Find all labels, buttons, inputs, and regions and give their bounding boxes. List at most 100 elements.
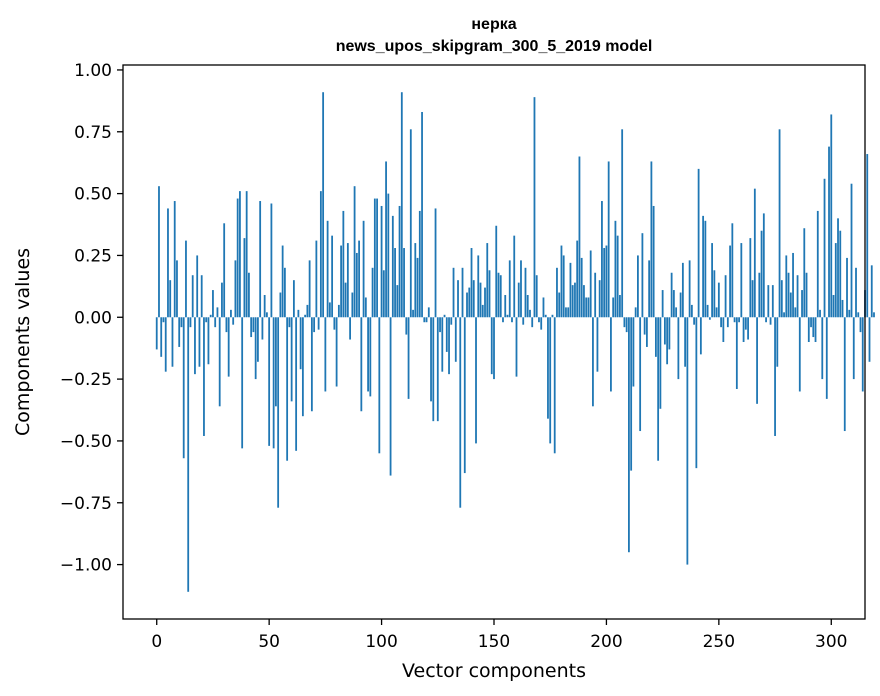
bar-216 bbox=[641, 233, 644, 318]
bar-52 bbox=[272, 317, 275, 449]
bar-150 bbox=[493, 317, 495, 380]
bar-184 bbox=[569, 262, 572, 318]
bar-222 bbox=[654, 317, 657, 357]
bar-197 bbox=[598, 280, 601, 318]
bar-89 bbox=[355, 252, 358, 318]
bar-276 bbox=[776, 317, 779, 367]
bar-16 bbox=[191, 275, 194, 318]
bar-127 bbox=[441, 317, 444, 372]
bar-37 bbox=[239, 191, 241, 318]
bar-238 bbox=[690, 304, 693, 318]
y-tick-label: 0.75 bbox=[74, 123, 112, 143]
bar-10 bbox=[178, 317, 181, 347]
bar-24 bbox=[209, 314, 212, 318]
x-tick-label: 150 bbox=[478, 632, 510, 652]
bar-299 bbox=[828, 146, 830, 318]
bar-83 bbox=[342, 210, 345, 318]
bar-133 bbox=[454, 317, 457, 362]
bar-190 bbox=[583, 285, 585, 318]
bar-138 bbox=[466, 292, 468, 318]
bar-81 bbox=[337, 304, 340, 318]
bar-173 bbox=[544, 314, 547, 318]
bar-5 bbox=[167, 208, 169, 318]
bar-115 bbox=[414, 243, 417, 318]
bar-131 bbox=[450, 317, 453, 325]
bar-116 bbox=[416, 257, 419, 318]
bar-220 bbox=[650, 161, 653, 318]
bar-232 bbox=[677, 317, 680, 380]
bar-317 bbox=[868, 317, 871, 362]
y-tick-label: 1.00 bbox=[74, 61, 112, 81]
bar-300 bbox=[830, 114, 833, 318]
bar-119 bbox=[423, 317, 426, 323]
bar-262 bbox=[744, 317, 747, 330]
bar-269 bbox=[760, 230, 763, 318]
bar-235 bbox=[684, 317, 687, 367]
bar-12 bbox=[182, 317, 185, 459]
bar-185 bbox=[571, 285, 574, 318]
bar-78 bbox=[331, 235, 334, 318]
chart-title-model: news_upos_skipgram_300_5_2019 model bbox=[336, 38, 653, 55]
bar-285 bbox=[796, 275, 799, 318]
bar-106 bbox=[394, 248, 396, 318]
bar-287 bbox=[801, 290, 803, 318]
bar-8 bbox=[173, 201, 176, 318]
bar-274 bbox=[771, 285, 774, 318]
bar-99 bbox=[378, 317, 381, 454]
bar-35 bbox=[234, 260, 237, 318]
bar-292 bbox=[812, 317, 815, 338]
bar-142 bbox=[475, 317, 477, 444]
bar-124 bbox=[434, 208, 437, 318]
bar-211 bbox=[630, 317, 633, 471]
y-axis-label: Components values bbox=[12, 248, 34, 436]
bar-45 bbox=[257, 317, 259, 362]
bar-171 bbox=[540, 317, 543, 330]
bar-25 bbox=[212, 290, 214, 318]
bar-120 bbox=[425, 317, 428, 323]
bar-283 bbox=[792, 252, 794, 318]
bar-309 bbox=[850, 183, 853, 318]
bar-248 bbox=[713, 270, 716, 318]
bar-4 bbox=[164, 317, 167, 372]
bar-43 bbox=[252, 317, 255, 333]
bar-213 bbox=[634, 307, 637, 318]
bar-214 bbox=[637, 255, 639, 318]
bar-237 bbox=[688, 260, 691, 318]
bar-282 bbox=[789, 292, 792, 318]
bar-80 bbox=[335, 317, 338, 387]
bar-205 bbox=[616, 235, 619, 318]
bar-0 bbox=[155, 317, 158, 350]
bar-219 bbox=[648, 260, 651, 318]
bar-233 bbox=[679, 292, 682, 318]
bar-32 bbox=[227, 317, 230, 377]
bar-180 bbox=[560, 245, 563, 318]
bar-88 bbox=[353, 186, 356, 318]
bar-215 bbox=[639, 317, 642, 432]
bar-206 bbox=[619, 295, 621, 318]
bar-15 bbox=[189, 317, 192, 328]
bar-252 bbox=[722, 317, 725, 342]
bar-69 bbox=[310, 317, 313, 412]
bar-series bbox=[155, 92, 875, 592]
bar-236 bbox=[686, 317, 689, 565]
bar-77 bbox=[328, 302, 331, 318]
bar-280 bbox=[785, 255, 788, 318]
bar-21 bbox=[203, 317, 205, 436]
bar-258 bbox=[735, 317, 738, 389]
bar-96 bbox=[371, 267, 374, 318]
bar-61 bbox=[292, 280, 295, 318]
bar-182 bbox=[565, 307, 567, 318]
bar-9 bbox=[176, 260, 178, 318]
bar-191 bbox=[585, 297, 588, 318]
bar-102 bbox=[385, 161, 387, 318]
bar-152 bbox=[497, 272, 500, 318]
bar-266 bbox=[753, 188, 756, 318]
bar-148 bbox=[488, 270, 491, 318]
y-tick-label: 0.50 bbox=[74, 185, 112, 205]
bar-168 bbox=[533, 97, 536, 318]
bar-14 bbox=[187, 317, 190, 592]
bar-298 bbox=[825, 317, 828, 399]
x-tick-label: 200 bbox=[590, 632, 622, 652]
bar-153 bbox=[499, 275, 502, 318]
bar-7 bbox=[171, 317, 174, 367]
